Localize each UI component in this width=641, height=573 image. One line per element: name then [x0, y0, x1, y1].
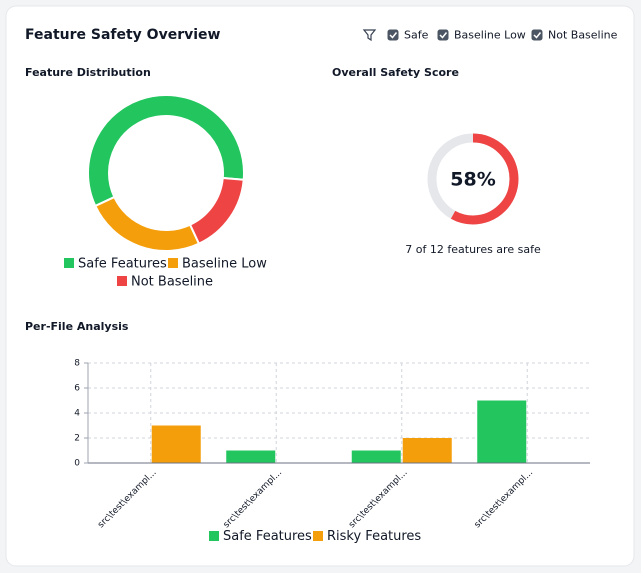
bar [402, 438, 452, 463]
legend-swatch [209, 531, 219, 541]
filter-label[interactable]: Not Baseline [548, 29, 618, 42]
card [5, 5, 635, 567]
checkbox[interactable] [531, 29, 543, 41]
legend-label: Risky Features [327, 529, 421, 544]
legend-label: Safe Features [78, 257, 167, 272]
bar [151, 425, 201, 463]
y-tick-label: 4 [74, 409, 80, 419]
legend-label: Baseline Low [182, 257, 267, 272]
filter-icon[interactable] [362, 29, 377, 42]
y-tick-label: 6 [74, 384, 80, 394]
legend-label: Not Baseline [131, 275, 213, 290]
legend-swatch [117, 276, 127, 286]
bar [477, 400, 527, 463]
bar [226, 450, 276, 463]
checkbox[interactable] [437, 29, 449, 41]
y-tick-label: 2 [74, 434, 80, 444]
section-title: Feature Distribution [25, 66, 151, 79]
gauge-caption: 7 of 12 features are safe [405, 243, 541, 256]
checkmark [439, 32, 448, 39]
gauge-arc [427, 133, 519, 225]
y-tick-label: 8 [74, 359, 80, 369]
bar [351, 450, 401, 463]
checkmark [389, 32, 398, 39]
donut-slice [188, 176, 245, 246]
legend-swatch [168, 258, 178, 268]
legend-swatch [313, 531, 323, 541]
legend-swatch [64, 258, 74, 268]
gauge-value: 58% [450, 169, 495, 191]
filter-label[interactable]: Safe [404, 29, 429, 42]
section-title: Per-File Analysis [25, 320, 129, 333]
checkbox[interactable] [387, 29, 399, 41]
y-tick-label: 0 [74, 459, 80, 469]
checkmark [533, 32, 542, 39]
donut-slice [87, 94, 245, 208]
filter-label[interactable]: Baseline Low [454, 29, 526, 42]
section-title: Overall Safety Score [332, 66, 459, 79]
title: Feature Safety Overview [25, 27, 221, 43]
legend-label: Safe Features [223, 529, 312, 544]
